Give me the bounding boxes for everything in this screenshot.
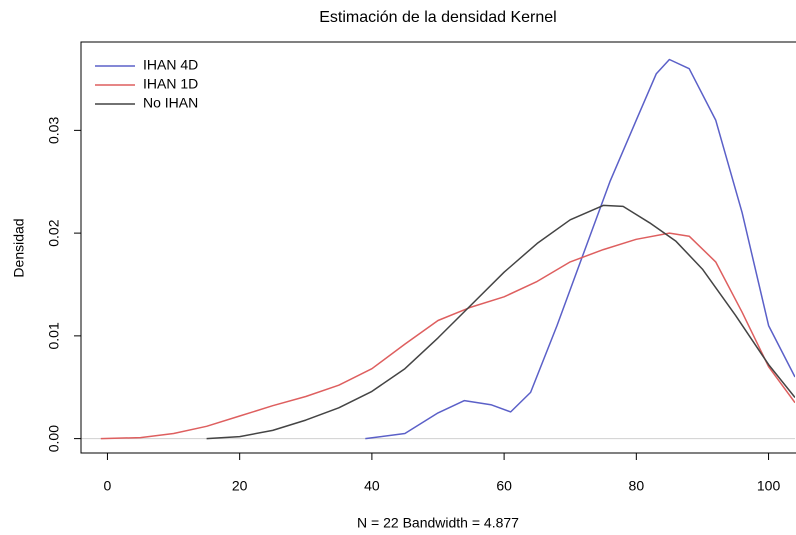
y-tick-label: 0.03 xyxy=(46,117,62,144)
x-tick-label: 60 xyxy=(496,478,512,494)
y-tick-label: 0.00 xyxy=(46,425,62,452)
density-line xyxy=(206,204,795,440)
legend-label: IHAN 4D xyxy=(143,57,198,73)
y-tick-label: 0.02 xyxy=(46,219,62,246)
y-axis-label: Densidad xyxy=(11,218,27,277)
x-tick-label: 0 xyxy=(104,478,112,494)
plot-frame xyxy=(80,41,796,454)
density-line xyxy=(100,232,795,440)
x-tick-label: 80 xyxy=(629,478,645,494)
x-axis-label: N = 22 Bandwidth = 4.877 xyxy=(357,515,519,531)
plot-area xyxy=(100,58,795,440)
legend-label: IHAN 1D xyxy=(143,76,198,92)
x-tick-label: 20 xyxy=(232,478,248,494)
x-tick-label: 100 xyxy=(757,478,781,494)
x-tick-label: 40 xyxy=(364,478,380,494)
chart-title: Estimación de la densidad Kernel xyxy=(319,9,556,26)
y-tick-label: 0.01 xyxy=(46,322,62,349)
density-line xyxy=(365,58,795,440)
legend-label: No IHAN xyxy=(143,95,198,111)
